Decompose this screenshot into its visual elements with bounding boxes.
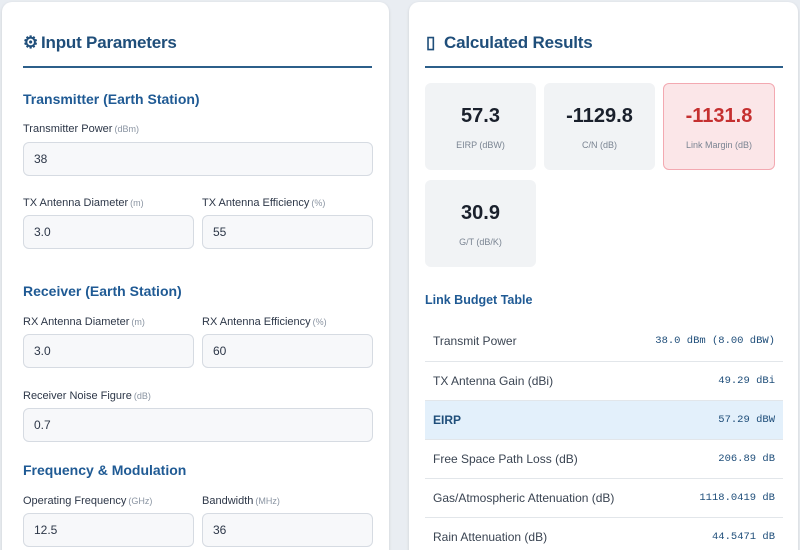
link-budget-table: Transmit Power 38.0 dBm (8.00 dBW) TX An… bbox=[425, 322, 783, 550]
table-row-highlighted: EIRP 57.29 dBW bbox=[425, 400, 783, 439]
transmitter-power-label-text: Transmitter Power bbox=[23, 123, 113, 135]
cn-label: C/N (dB) bbox=[581, 140, 617, 150]
transmitter-power-unit: (dBm) bbox=[114, 124, 139, 134]
row-parameter: Transmit Power bbox=[433, 334, 517, 349]
tx-antenna-efficiency-input[interactable] bbox=[202, 215, 373, 249]
bandwidth-label-text: Bandwidth bbox=[202, 495, 254, 507]
gt-value: 30.9 bbox=[461, 202, 500, 224]
rx-antenna-diameter-unit: (m) bbox=[131, 317, 145, 327]
cn-card: -1129.8 C/N (dB) bbox=[544, 83, 655, 170]
receiver-section-title: Receiver (Earth Station) bbox=[23, 283, 182, 299]
gear-icon: ⚙ bbox=[23, 33, 39, 52]
table-row: TX Antenna Gain (dBi) 49.29 dBi bbox=[425, 361, 783, 400]
calculated-results-title-text: Calculated Results bbox=[444, 33, 593, 52]
title-divider bbox=[23, 66, 372, 68]
input-parameters-title-text: Input Parameters bbox=[41, 33, 177, 52]
row-parameter: Gas/Atmospheric Attenuation (dB) bbox=[433, 490, 615, 505]
rx-antenna-diameter-input[interactable] bbox=[23, 334, 194, 368]
bandwidth-unit: (MHz) bbox=[255, 496, 280, 506]
row-parameter: Free Space Path Loss (dB) bbox=[433, 451, 578, 466]
bandwidth-label: Bandwidth (MHz) bbox=[202, 495, 280, 507]
row-value: 206.89 dB bbox=[718, 452, 775, 465]
title-divider bbox=[425, 66, 783, 68]
rx-antenna-efficiency-input[interactable] bbox=[202, 334, 373, 368]
transmitter-power-label: Transmitter Power (dBm) bbox=[23, 123, 139, 135]
row-value: 44.5471 dB bbox=[711, 530, 775, 543]
rx-antenna-efficiency-label-text: RX Antenna Efficiency bbox=[202, 316, 311, 328]
row-parameter: TX Antenna Gain (dBi) bbox=[433, 373, 554, 388]
row-parameter: Rain Attenuation (dB) bbox=[433, 529, 548, 544]
link-margin-value: -1131.8 bbox=[685, 105, 753, 127]
eirp-value: 57.3 bbox=[461, 105, 500, 127]
receiver-noise-figure-label-text: Receiver Noise Figure bbox=[23, 390, 132, 402]
row-value: 38.0 dBm (8.00 dBW) bbox=[655, 335, 775, 348]
operating-frequency-label-text: Operating Frequency bbox=[23, 495, 127, 507]
receiver-noise-figure-input[interactable] bbox=[23, 408, 373, 442]
link-budget-table-title: Link Budget Table bbox=[425, 293, 533, 307]
rx-antenna-diameter-label: RX Antenna Diameter (m) bbox=[23, 316, 145, 328]
operating-frequency-unit: (GHz) bbox=[128, 496, 153, 506]
tx-antenna-efficiency-label: TX Antenna Efficiency (%) bbox=[202, 197, 325, 209]
transmitter-power-input[interactable] bbox=[23, 142, 373, 176]
rx-antenna-efficiency-label: RX Antenna Efficiency (%) bbox=[202, 316, 327, 328]
bandwidth-input[interactable] bbox=[202, 513, 373, 547]
link-margin-label: Link Margin (dB) bbox=[685, 140, 753, 150]
calculated-results-title: ▯ Calculated Results bbox=[426, 33, 593, 53]
operating-frequency-label: Operating Frequency (GHz) bbox=[23, 495, 152, 507]
gt-label: G/T (dB/K) bbox=[459, 237, 502, 247]
input-parameters-panel: ⚙ Input Parameters Transmitter (Earth Sta… bbox=[2, 2, 389, 550]
frequency-section-title: Frequency & Modulation bbox=[23, 462, 187, 478]
table-row: Free Space Path Loss (dB) 206.89 dB bbox=[425, 439, 783, 478]
row-parameter: EIRP bbox=[433, 412, 462, 427]
receiver-noise-figure-unit: (dB) bbox=[133, 391, 151, 401]
tx-antenna-diameter-label: TX Antenna Diameter (m) bbox=[23, 197, 144, 209]
receiver-noise-figure-label: Receiver Noise Figure (dB) bbox=[23, 390, 151, 402]
row-value: 49.29 dBi bbox=[718, 374, 775, 387]
tx-antenna-efficiency-label-text: TX Antenna Efficiency bbox=[202, 197, 310, 209]
input-parameters-title: ⚙ Input Parameters bbox=[23, 33, 177, 53]
row-value: 1118.0419 dB bbox=[699, 491, 775, 504]
results-icon: ▯ bbox=[426, 33, 436, 52]
table-row: Transmit Power 38.0 dBm (8.00 dBW) bbox=[425, 322, 783, 361]
table-row: Gas/Atmospheric Attenuation (dB) 1118.04… bbox=[425, 478, 783, 517]
tx-antenna-efficiency-unit: (%) bbox=[311, 198, 326, 208]
transmitter-section-title: Transmitter (Earth Station) bbox=[23, 91, 200, 107]
table-row: Rain Attenuation (dB) 44.5471 dB bbox=[425, 517, 783, 550]
operating-frequency-input[interactable] bbox=[23, 513, 194, 547]
tx-antenna-diameter-input[interactable] bbox=[23, 215, 194, 249]
rx-antenna-efficiency-unit: (%) bbox=[312, 317, 327, 327]
gt-card: 30.9 G/T (dB/K) bbox=[425, 180, 536, 267]
eirp-label: EIRP (dBW) bbox=[456, 140, 505, 150]
rx-antenna-diameter-label-text: RX Antenna Diameter bbox=[23, 316, 130, 328]
calculated-results-panel: ▯ Calculated Results 57.3 EIRP (dBW) -112… bbox=[409, 2, 798, 550]
tx-antenna-diameter-label-text: TX Antenna Diameter bbox=[23, 197, 129, 209]
link-margin-card: -1131.8 Link Margin (dB) bbox=[663, 83, 775, 170]
eirp-card: 57.3 EIRP (dBW) bbox=[425, 83, 536, 170]
row-value: 57.29 dBW bbox=[718, 413, 775, 426]
tx-antenna-diameter-unit: (m) bbox=[130, 198, 144, 208]
cn-value: -1129.8 bbox=[566, 105, 633, 127]
